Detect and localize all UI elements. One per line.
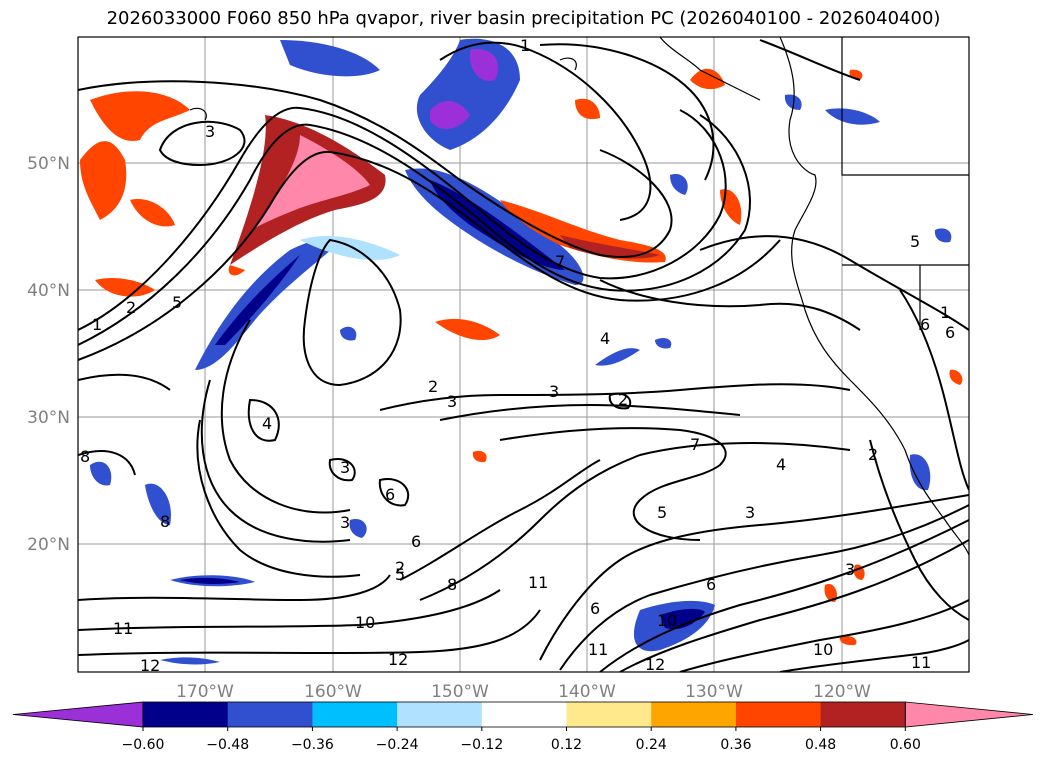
contour-label: 5 — [657, 503, 667, 522]
colorbar-segment — [651, 702, 737, 727]
contour-label: 4 — [600, 329, 610, 348]
contour-label: 11 — [588, 640, 608, 659]
contour-label: 10 — [355, 613, 375, 632]
contour-label: 6 — [411, 532, 421, 551]
lat-label-30n: 30°N — [27, 408, 70, 428]
contour-label: 1 — [92, 315, 102, 334]
map-area — [78, 37, 969, 672]
contour-label: 2 — [868, 445, 878, 464]
lon-label-140w: 140°W — [558, 682, 616, 702]
contour-label: 3 — [447, 392, 457, 411]
contour-label: 5 — [910, 232, 920, 251]
contour-label: 5 — [395, 565, 405, 584]
colorbar-tick-label: −0.60 — [122, 737, 165, 753]
colorbar-extend-min — [12, 701, 144, 728]
colorbar-segment — [227, 702, 313, 727]
contour-label: 10 — [813, 640, 833, 659]
colorbar-segment — [820, 702, 906, 727]
colorbar-segment — [143, 702, 229, 727]
precipitation-fill — [80, 38, 963, 665]
contour-label: 5 — [172, 293, 182, 312]
contour-label: 7 — [555, 252, 565, 271]
lat-label-50n: 50°N — [27, 154, 70, 174]
contour-label: 3 — [845, 560, 855, 579]
colorbar-tick-label: −0.12 — [460, 737, 503, 753]
lon-label-150w: 150°W — [431, 682, 489, 702]
contour-label: 12 — [140, 656, 160, 675]
contour-label: 8 — [160, 512, 170, 531]
lon-label-130w: 130°W — [685, 682, 743, 702]
colorbar-tick-label: −0.48 — [206, 737, 249, 753]
contour-label: 4 — [262, 414, 272, 433]
contour-label: 7 — [690, 435, 700, 454]
colorbar-segment — [312, 702, 398, 727]
contour-label: 1 — [940, 303, 950, 322]
map-content: 1 3 1 2 5 4 3 2 3 4 2 3 7 4 5 3 2 8 8 3 … — [78, 36, 969, 675]
contour-label: 2 — [126, 298, 136, 317]
contour-label: 11 — [528, 573, 548, 592]
contour-label: 6 — [706, 575, 716, 594]
contour-label: 3 — [745, 503, 755, 522]
contour-labels: 1 3 1 2 5 4 3 2 3 4 2 3 7 4 5 3 2 8 8 3 … — [80, 36, 955, 675]
contour-label: 10 — [657, 611, 677, 630]
colorbar-tick-label: 0.24 — [636, 737, 667, 753]
contour-label: 8 — [80, 447, 90, 466]
longitude-labels: 170°W 160°W 150°W 140°W 130°W 120°W — [176, 682, 871, 702]
colorbar-tick-label: 0.36 — [720, 737, 751, 753]
contour-label: 3 — [549, 382, 559, 401]
contour-label: 3 — [205, 122, 215, 141]
colorbar-tick-label: −0.24 — [376, 737, 419, 753]
chart-title: 2026033000 F060 850 hPa qvapor, river ba… — [106, 8, 941, 29]
contour-label: 6 — [945, 323, 955, 342]
colorbar: −0.60 −0.48 −0.36 −0.24 −0.12 0.12 0.24 0.36 0.4… — [12, 701, 1034, 753]
colorbar-segment — [481, 702, 567, 727]
contour-label: 2 — [618, 390, 628, 409]
colorbar-extend-max — [904, 701, 1034, 728]
contour-label: 4 — [776, 455, 786, 474]
colorbar-segment — [566, 702, 652, 727]
colorbar-segment — [735, 702, 822, 727]
lon-label-120w: 120°W — [813, 682, 871, 702]
contour-label: 12 — [388, 650, 408, 669]
contour-label: 3 — [340, 513, 350, 532]
lat-label-20n: 20°N — [27, 535, 70, 555]
lon-label-160w: 160°W — [304, 682, 362, 702]
qvapor-contours — [78, 39, 969, 672]
colorbar-tick-label: −0.36 — [291, 737, 334, 753]
contour-label: 3 — [340, 458, 350, 477]
contour-label: 11 — [911, 653, 931, 672]
contour-label: 2 — [395, 558, 405, 577]
lat-label-40n: 40°N — [27, 281, 70, 301]
contour-label: 6 — [385, 485, 395, 504]
map-frame — [77, 36, 970, 673]
contour-label: 12 — [645, 655, 665, 674]
latitude-labels: 50°N 40°N 30°N 20°N — [27, 154, 70, 555]
contour-label: 2 — [428, 377, 438, 396]
colorbar-tick-label: 0.12 — [551, 737, 582, 753]
coastline — [189, 37, 969, 556]
contour-label: 1 — [520, 36, 530, 55]
contour-label: 11 — [113, 619, 133, 638]
colorbar-tick-label: 0.48 — [805, 737, 836, 753]
contour-label: 6 — [590, 599, 600, 618]
contour-label: 6 — [920, 315, 930, 334]
lon-label-170w: 170°W — [176, 682, 234, 702]
colorbar-segment — [397, 702, 483, 727]
contour-label: 8 — [447, 575, 457, 594]
colorbar-tick-label: 0.60 — [890, 737, 921, 753]
colorbar-outline — [142, 701, 906, 728]
